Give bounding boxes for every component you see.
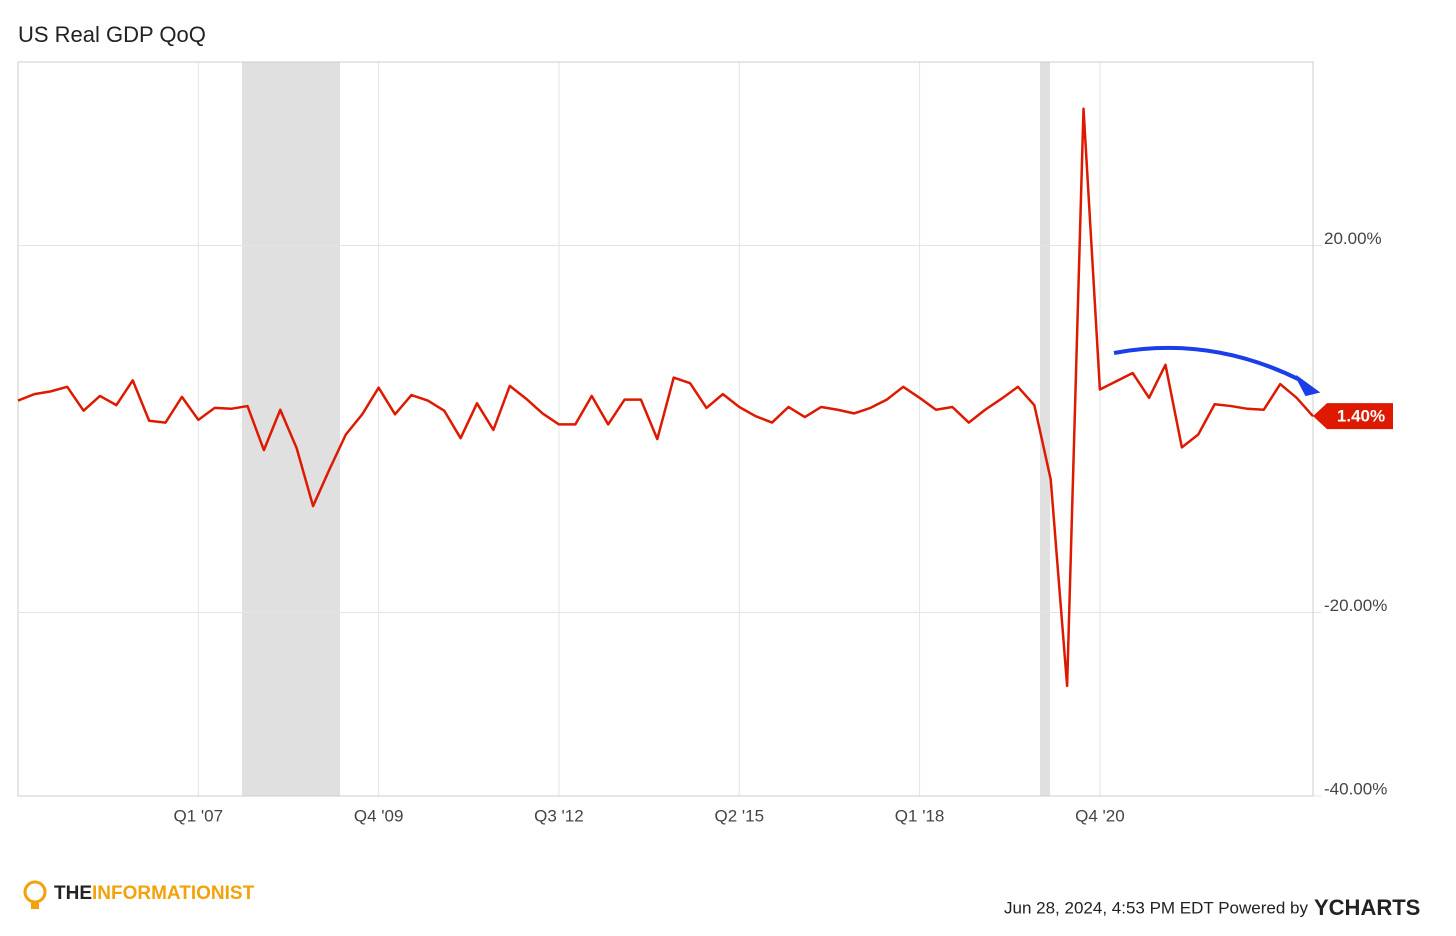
x-tick-label: Q3 '12 [534,806,584,825]
value-tag [1313,403,1393,430]
data-line [17,107,1314,688]
y-tick-label: 20.00% [1324,229,1382,248]
annotation-arrowhead [1295,375,1321,397]
brand-logo: THE INFORMATIONIST [23,880,255,909]
y-tick-label: -20.00% [1324,596,1387,615]
logo-base [31,903,39,909]
plot-frame [17,61,1314,797]
recession-shade [242,62,340,796]
logo-bulb [23,880,47,904]
brand-name: INFORMATIONIST [92,883,255,904]
x-tick-label: Q1 '18 [895,806,945,825]
annotation-arrow [1113,345,1301,382]
x-tick-label: Q1 '07 [174,806,224,825]
marks [17,107,1314,688]
chart-title: US Real GDP QoQ [18,22,206,47]
x-tick-label: Q2 '15 [714,806,764,825]
value-label: 1.40% [1337,407,1385,426]
brand-prefix: THE [54,883,92,904]
footer-provider: YCHARTS [1314,895,1420,920]
x-tick-label: Q4 '20 [1075,806,1125,825]
x-tick-label: Q4 '09 [354,806,404,825]
footer-timestamp: Jun 28, 2024, 4:53 PM EDT Powered by [1004,898,1308,917]
y-tick-label: -40.00% [1324,779,1387,798]
recession-shade [1040,62,1050,796]
